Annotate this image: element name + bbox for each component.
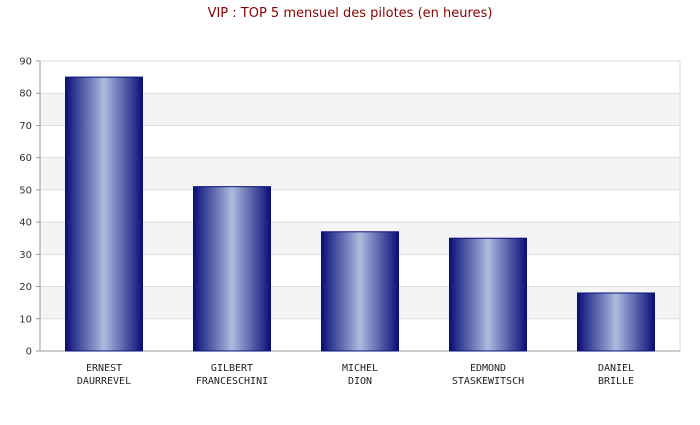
x-tick-label: EDMOND STASKEWITSCH — [452, 363, 524, 387]
y-tick-label: 20 — [19, 282, 32, 293]
x-tick-label-line: GILBERT — [211, 363, 253, 374]
grid-band — [40, 93, 680, 126]
x-tick-label-line: DAURREVEL — [77, 376, 131, 387]
bar — [65, 76, 143, 352]
y-tick-label: 70 — [19, 121, 32, 132]
x-tick-label: GILBERT FRANCESCHINI — [196, 363, 268, 387]
bar — [449, 237, 527, 352]
x-tick-label-line: DANIEL — [598, 363, 634, 374]
x-tick-label: ERNEST DAURREVEL — [77, 363, 131, 387]
y-tick-label: 10 — [19, 314, 32, 325]
bar — [577, 292, 655, 352]
bar — [321, 231, 399, 352]
x-tick-label: MICHEL DION — [342, 363, 378, 387]
x-tick-label-line: DION — [348, 376, 372, 387]
x-tick-label-line: EDMOND — [470, 363, 506, 374]
x-tick-label: DANIEL BRILLE — [598, 363, 634, 387]
y-tick-label: 90 — [19, 57, 32, 68]
plot-area: 0 10 20 30 40 50 60 70 80 90 ERNEST DAURREVEL GILBER… — [19, 57, 681, 387]
y-tick-label: 50 — [19, 185, 32, 196]
y-tick-label: 0 — [26, 347, 32, 358]
y-tick-label: 30 — [19, 250, 32, 261]
grid-band — [40, 157, 680, 190]
bar — [193, 186, 271, 352]
y-tick-label: 60 — [19, 153, 32, 164]
x-tick-label-line: ERNEST — [86, 363, 122, 374]
x-tick-label-line: FRANCESCHINI — [196, 376, 268, 387]
y-tick-label: 80 — [19, 89, 32, 100]
x-tick-label-line: STASKEWITSCH — [452, 376, 524, 387]
x-tick-label-line: BRILLE — [598, 376, 634, 387]
x-tick-label-line: MICHEL — [342, 363, 378, 374]
y-tick-label: 40 — [19, 218, 32, 229]
chart-title: VIP : TOP 5 mensuel des pilotes (en heur… — [208, 6, 493, 21]
